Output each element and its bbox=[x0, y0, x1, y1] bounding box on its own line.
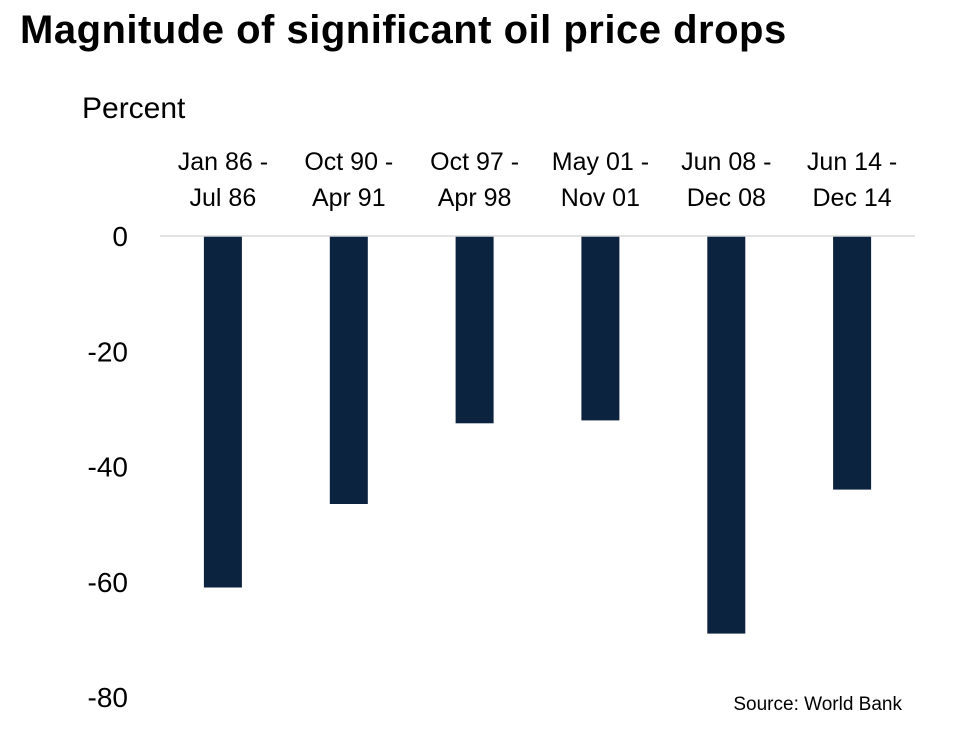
category-label-1-line-2: Jul 86 bbox=[190, 184, 257, 212]
y-tick-label: 0 bbox=[112, 221, 128, 252]
category-label-2-line-2: Apr 91 bbox=[312, 184, 386, 212]
category-label-2-line-1: Oct 90 - bbox=[304, 148, 393, 176]
category-label-1-line-1: Jan 86 - bbox=[178, 148, 268, 176]
category-label-3-line-2: Apr 98 bbox=[438, 184, 512, 212]
category-label-6-line-2: Dec 14 bbox=[812, 184, 891, 212]
bar-4 bbox=[581, 236, 620, 421]
source-note: Source: World Bank bbox=[733, 694, 902, 715]
chart-title: Magnitude of significant oil price drops bbox=[20, 8, 787, 52]
category-label-6-line-1: Jun 14 - bbox=[807, 148, 897, 176]
bar-6 bbox=[833, 236, 872, 490]
category-label-5-line-1: Jun 08 - bbox=[681, 148, 771, 176]
bars-layer bbox=[203, 236, 872, 634]
category-label-3-line-1: Oct 97 - bbox=[430, 148, 519, 176]
y-tick-label: -20 bbox=[88, 336, 128, 367]
y-tick-label: -40 bbox=[88, 452, 128, 483]
y-tick-label: -60 bbox=[88, 567, 128, 598]
bar-3 bbox=[455, 236, 494, 424]
category-label-4-line-2: Nov 01 bbox=[561, 184, 640, 212]
category-label-4-line-1: May 01 - bbox=[552, 148, 649, 176]
y-axis-unit-label: Percent bbox=[82, 92, 186, 125]
bar-2 bbox=[329, 236, 368, 504]
y-tick-label: -80 bbox=[88, 682, 128, 713]
category-labels: Jan 86 - Jul 86 Oct 90 - Apr 91 Oct 97 - Apr … bbox=[178, 148, 898, 212]
bar-1 bbox=[203, 236, 242, 588]
category-label-5-line-2: Dec 08 bbox=[687, 184, 766, 212]
y-tick-labels: 0 -20 -40 -60 -80 bbox=[88, 221, 128, 713]
bar-5 bbox=[707, 236, 746, 634]
